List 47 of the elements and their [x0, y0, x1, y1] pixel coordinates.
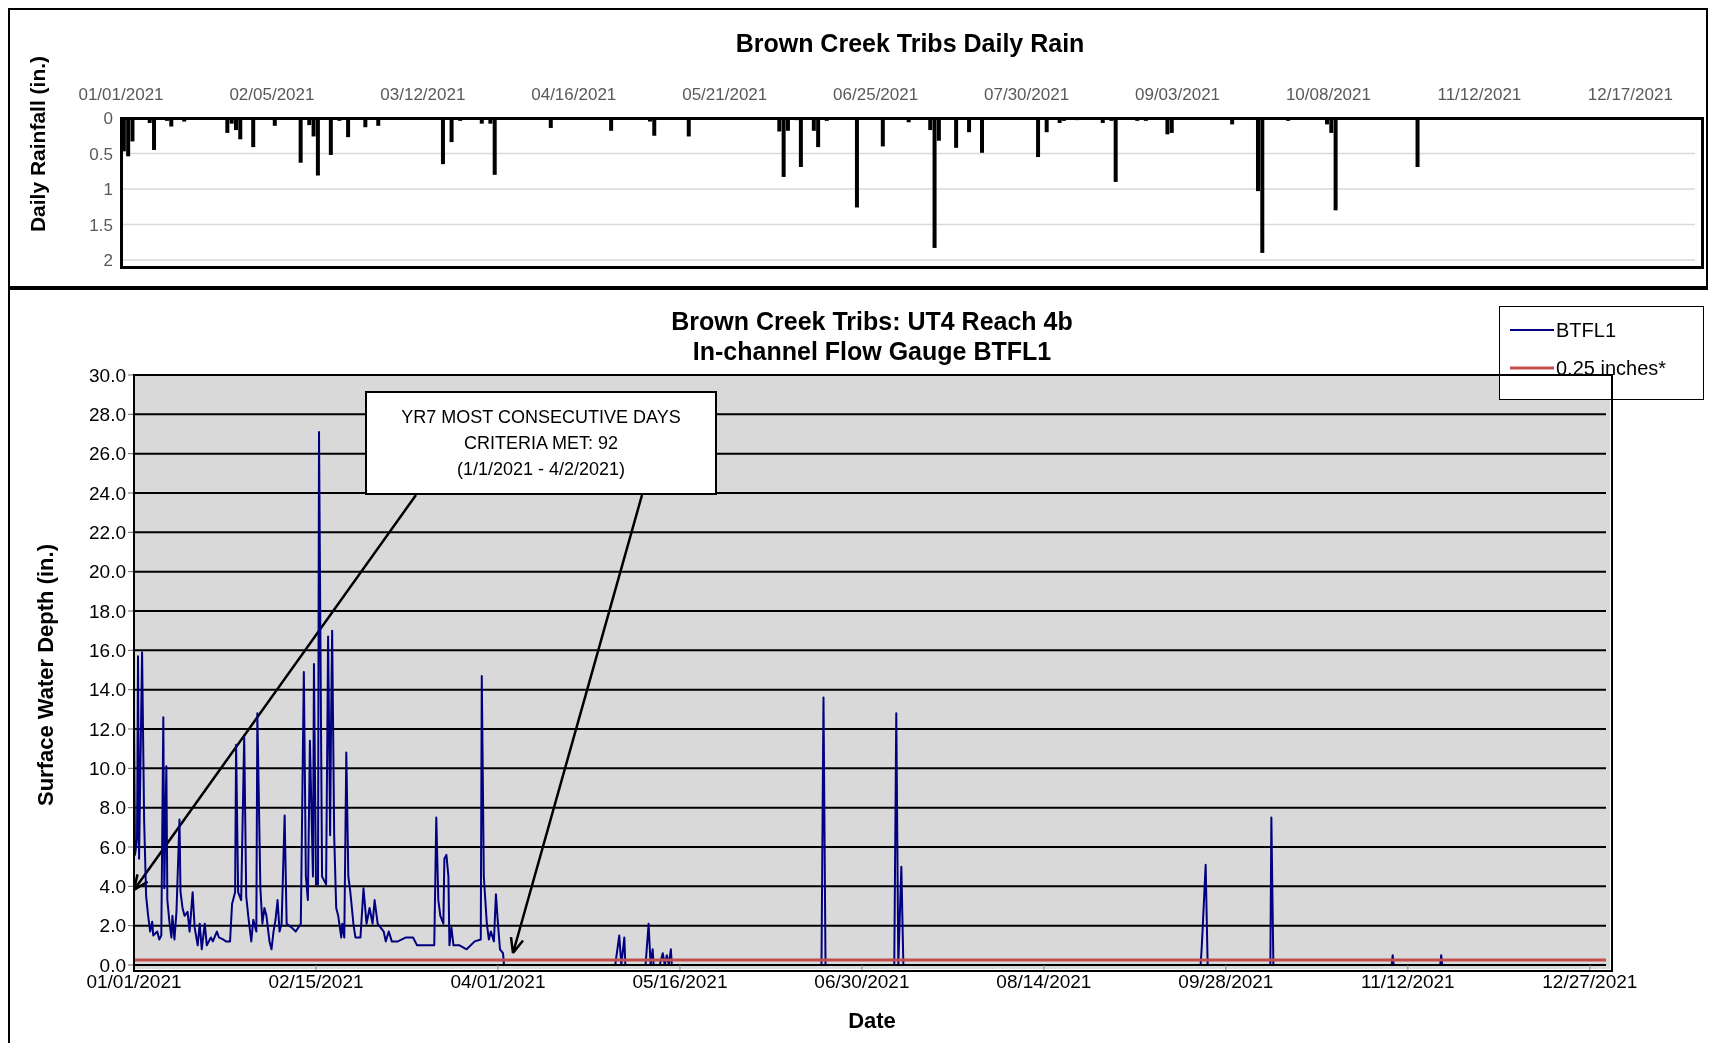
x-tick-label: 04/16/2021 [531, 85, 617, 104]
y-tick-label: 24.0 [89, 482, 126, 504]
x-tick-label: 09/28/2021 [1178, 971, 1274, 993]
x-tick-label: 06/30/2021 [814, 971, 910, 993]
x-tick-label: 03/12/2021 [380, 85, 466, 104]
x-tick-label: 11/12/2021 [1361, 971, 1455, 993]
y-tick-label: 8.0 [99, 797, 126, 819]
x-tick-label: 12/17/2021 [1587, 85, 1673, 104]
y-tick-label: 12.0 [89, 718, 126, 740]
y-tick-label: 0 [103, 109, 113, 129]
x-tick-label: 05/16/2021 [632, 971, 728, 993]
x-tick-label: 04/01/2021 [450, 971, 546, 993]
x-tick-label: 09/03/2021 [1134, 85, 1221, 104]
x-tick-label: 10/08/2021 [1285, 85, 1371, 104]
y-axis-title: Daily Rainfall (in.) [26, 55, 49, 233]
y-tick-label: 16.0 [89, 640, 126, 662]
y-tick-label: 26.0 [89, 443, 126, 465]
x-tick-label: 02/05/2021 [229, 85, 315, 104]
y-tick-label: 1.5 [89, 215, 113, 235]
y-tick-label: 1 [103, 180, 113, 200]
y-tick-label: 4.0 [99, 876, 126, 898]
legend-label: BTFL1 [1556, 318, 1617, 343]
x-tick-label: 01/01/2021 [78, 85, 164, 104]
y-tick-label: 10.0 [89, 758, 126, 780]
callout-box: YR7 MOST CONSECUTIVE DAYS CRITERIA MET: 92 (1/1/2021 - 4/2/2021) [365, 391, 717, 495]
y-tick-label: 20.0 [89, 561, 126, 583]
chart-title: Brown Creek Tribs: UT4 Reach 4b In-channel Flow Gauge BTFL1 [671, 307, 1073, 365]
x-tick-label: 06/25/2021 [833, 85, 919, 104]
x-tick-label: 12/27/2021 [1542, 971, 1638, 993]
y-tick-label: 30.0 [89, 364, 126, 386]
y-tick-label: 18.0 [89, 600, 126, 622]
y-tick-label: 0.5 [89, 144, 113, 164]
chart-title: Brown Creek Tribs Daily Rain [735, 29, 1085, 57]
x-axis-title: Date [848, 1008, 896, 1033]
annotation: YR7 MOST CONSECUTIVE DAYS CRITERIA MET: 92 (1/1/2021 - 4/2/2021) [401, 407, 681, 479]
x-tick-label: 11/12/2021 [1437, 85, 1522, 104]
x-tick-label: 07/30/2021 [984, 85, 1070, 104]
y-tick-label: 2.0 [99, 915, 126, 937]
y-axis-title: Surface Water Depth (in.) [33, 544, 58, 806]
y-tick-label: 28.0 [89, 404, 126, 426]
x-tick-label: 08/14/2021 [996, 971, 1092, 993]
y-tick-label: 14.0 [89, 679, 126, 701]
x-tick-label: 05/21/2021 [682, 85, 768, 104]
y-tick-label: 2 [103, 251, 113, 271]
y-tick-label: 6.0 [99, 836, 126, 858]
x-tick-label: 02/15/2021 [268, 971, 364, 993]
y-tick-label: 22.0 [89, 522, 126, 544]
